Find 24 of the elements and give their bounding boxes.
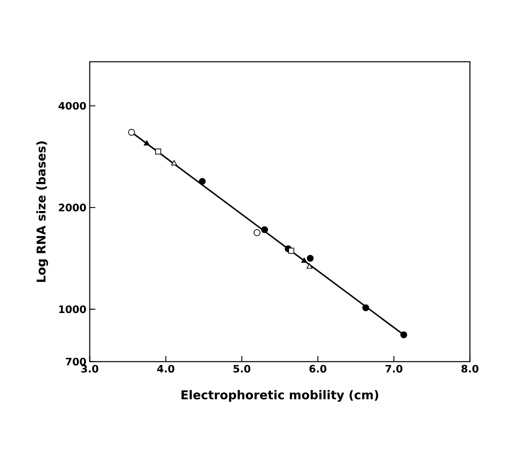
x-tick-label: 6.0 [309, 364, 326, 373]
point [254, 229, 260, 236]
x-axis-title: Electrophoretic mobility (cm) [182, 390, 378, 402]
y-tick-label: 1000 [59, 305, 86, 314]
point [128, 128, 135, 136]
point [301, 258, 308, 263]
point [171, 160, 178, 166]
x-tick-label: 8.0 [462, 364, 478, 373]
point [362, 304, 370, 312]
point [261, 226, 268, 234]
point [306, 263, 312, 269]
point [198, 178, 206, 185]
x-tick-label: 3.0 [81, 364, 98, 373]
point [144, 140, 150, 146]
y-tick-label: 2000 [58, 204, 86, 212]
x-tick-label: 7.0 [386, 364, 402, 373]
point [155, 148, 162, 154]
point [400, 331, 408, 338]
x-tick-label: 5.0 [234, 364, 250, 373]
y-tick-label: 4000 [58, 102, 86, 110]
y-tick-label: 700 [66, 358, 86, 366]
point [306, 254, 314, 262]
x-tick-label: 4.0 [157, 364, 174, 373]
y-axis-title: Log RNA size (bases) [36, 141, 48, 282]
